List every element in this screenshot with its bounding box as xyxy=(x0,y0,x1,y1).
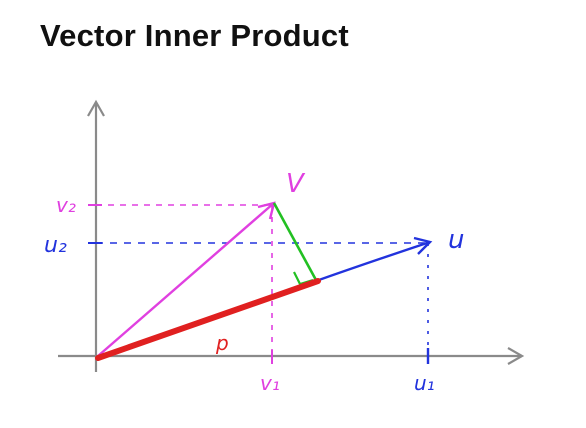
label-v1: v₁ xyxy=(260,371,280,395)
vector-v xyxy=(97,202,275,357)
x-axis-arrowhead xyxy=(507,347,525,365)
slide-title: Vector Inner Product xyxy=(40,18,349,53)
perpendicular-line xyxy=(272,202,318,281)
vector-u-arrowhead xyxy=(413,236,433,255)
label-u1: u₁ xyxy=(414,371,435,395)
y-axis-arrowhead xyxy=(87,99,105,117)
label-p: p xyxy=(215,331,229,355)
label-u2: u₂ xyxy=(44,233,67,258)
label-v2: v₂ xyxy=(56,193,76,217)
u-guides xyxy=(88,242,430,364)
axes xyxy=(58,99,525,372)
label-v: V xyxy=(286,169,306,199)
projection-p xyxy=(95,278,321,361)
label-u: u xyxy=(448,225,464,255)
v-guides xyxy=(88,204,273,364)
